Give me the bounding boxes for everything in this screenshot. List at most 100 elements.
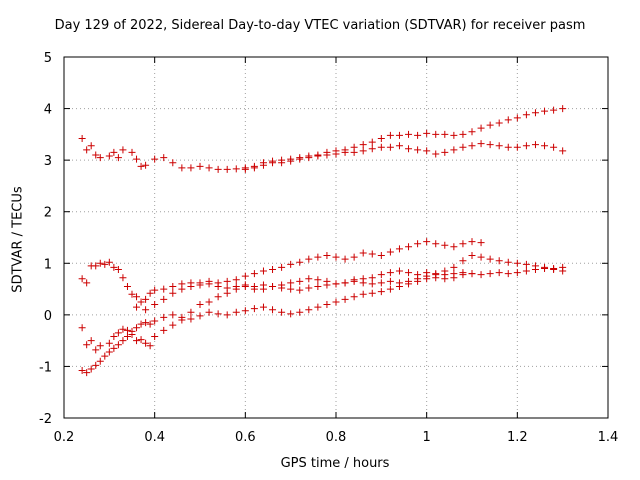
data-point (423, 269, 431, 277)
data-point (441, 130, 449, 138)
data-point (232, 165, 240, 173)
data-point (187, 315, 195, 323)
data-point (223, 165, 231, 173)
data-point (432, 130, 440, 138)
series-track-mid-high (78, 238, 485, 306)
data-point (550, 265, 558, 273)
data-point (259, 267, 267, 275)
data-point (296, 286, 304, 294)
data-point (187, 164, 195, 172)
data-point (305, 255, 313, 263)
data-point (522, 142, 530, 150)
data-point (259, 303, 267, 311)
data-point (541, 263, 549, 271)
data-point (459, 143, 467, 151)
data-point (513, 269, 521, 277)
data-point (287, 260, 295, 268)
data-point (314, 282, 322, 290)
data-point (504, 116, 512, 124)
data-point (83, 146, 91, 154)
data-point (119, 146, 127, 154)
data-point (214, 165, 222, 173)
x-tick-label: 1.4 (598, 430, 619, 445)
data-point (137, 298, 145, 306)
data-point (377, 279, 385, 287)
data-point (178, 313, 186, 321)
data-point (332, 298, 340, 306)
data-point (133, 337, 141, 345)
data-point (96, 342, 104, 350)
data-point (92, 361, 100, 369)
data-point (78, 324, 86, 332)
data-point (305, 306, 313, 314)
data-point (137, 320, 145, 328)
data-point (450, 243, 458, 251)
data-point (128, 327, 136, 335)
data-point (486, 270, 494, 278)
data-point (142, 161, 150, 169)
data-point (250, 270, 258, 278)
data-point (541, 142, 549, 150)
data-point (323, 252, 331, 260)
data-point (531, 141, 539, 149)
data-point (386, 269, 394, 277)
data-point (187, 308, 195, 316)
data-point (296, 308, 304, 316)
data-point (105, 339, 113, 347)
data-point (269, 265, 277, 273)
data-point (486, 141, 494, 149)
data-point (423, 129, 431, 137)
data-point (341, 295, 349, 303)
data-point (114, 329, 122, 337)
y-tick-label: 2 (44, 206, 52, 221)
data-point (341, 279, 349, 287)
data-point (559, 267, 567, 275)
data-point (486, 255, 494, 263)
data-point (223, 277, 231, 285)
data-point (414, 131, 422, 139)
data-point (468, 142, 476, 150)
data-point (133, 293, 141, 301)
data-point (541, 107, 549, 115)
data-point (359, 290, 367, 298)
data-point (468, 252, 476, 260)
data-point (368, 145, 376, 153)
data-point (504, 258, 512, 266)
data-point (341, 148, 349, 156)
data-point (495, 257, 503, 265)
data-point (187, 282, 195, 290)
data-point (314, 152, 322, 160)
data-point (350, 276, 358, 284)
series-track-low-rising (78, 267, 476, 354)
data-point (377, 288, 385, 296)
data-point (450, 131, 458, 139)
data-point (83, 369, 91, 377)
data-point (160, 285, 168, 293)
data-point (386, 277, 394, 285)
data-point (133, 324, 141, 332)
data-point (137, 162, 145, 170)
data-point (232, 285, 240, 293)
data-point (405, 243, 413, 251)
data-point (368, 274, 376, 282)
data-point (160, 154, 168, 162)
data-point (477, 124, 485, 132)
data-point (169, 289, 177, 297)
data-point (459, 257, 467, 265)
data-point (169, 311, 177, 319)
data-point (269, 282, 277, 290)
data-point (477, 253, 485, 261)
data-point (513, 114, 521, 122)
data-point (559, 105, 567, 113)
data-point (92, 262, 100, 270)
data-point (386, 285, 394, 293)
data-point (486, 121, 494, 129)
data-point (377, 271, 385, 279)
data-point (151, 301, 159, 309)
data-point (114, 154, 122, 162)
data-point (368, 289, 376, 297)
data-point (92, 151, 100, 159)
data-point (432, 150, 440, 158)
data-point (214, 293, 222, 301)
